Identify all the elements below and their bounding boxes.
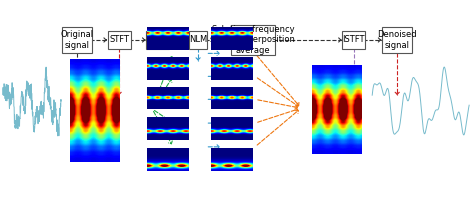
Text: Denoised
signal: Denoised signal — [377, 30, 417, 50]
FancyBboxPatch shape — [343, 31, 365, 49]
Text: STFT: STFT — [109, 35, 129, 44]
FancyBboxPatch shape — [382, 26, 412, 53]
FancyBboxPatch shape — [231, 25, 275, 55]
Text: Sub-time-frequency
signal superposition
average: Sub-time-frequency signal superposition … — [210, 25, 295, 55]
Text: NLM: NLM — [189, 35, 207, 44]
FancyBboxPatch shape — [62, 26, 92, 53]
Text: ISTFT: ISTFT — [343, 35, 365, 44]
FancyBboxPatch shape — [108, 31, 130, 49]
Text: Original
signal: Original signal — [60, 30, 93, 50]
FancyBboxPatch shape — [146, 31, 169, 49]
FancyBboxPatch shape — [189, 31, 207, 49]
Text: BEMD: BEMD — [145, 35, 170, 44]
